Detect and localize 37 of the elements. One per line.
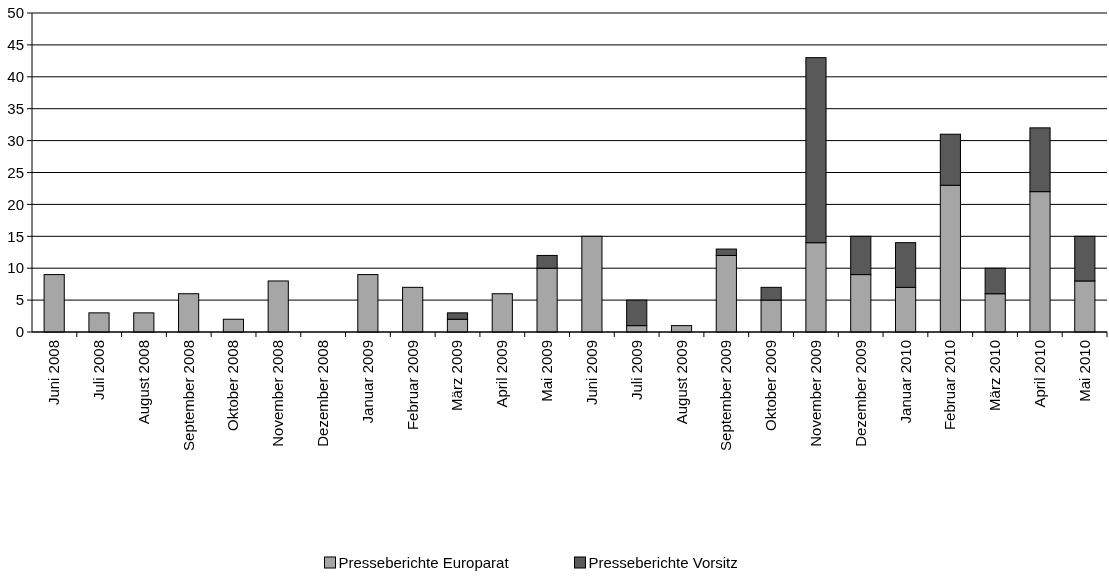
x-tick-label: März 2010 [986, 340, 1004, 411]
x-tick-label: Juli 2008 [89, 340, 107, 401]
y-tick-label: 0 [15, 323, 24, 341]
x-tick-label: September 2008 [179, 340, 197, 451]
x-tick-label: Juni 2008 [45, 340, 63, 406]
y-tick-label: 15 [7, 227, 24, 245]
y-tick-label: 35 [7, 99, 24, 117]
x-tick-label: März 2009 [448, 340, 466, 411]
y-tick-label: 5 [15, 291, 24, 309]
x-tick-label: Januar 2009 [358, 340, 376, 424]
y-tick-label: 45 [7, 36, 24, 54]
x-tick-label: Januar 2010 [896, 340, 914, 424]
x-tick-label: August 2009 [672, 340, 690, 425]
x-tick-label: November 2008 [269, 340, 287, 447]
x-tick-label: Mai 2009 [538, 340, 556, 402]
x-tick-label: Februar 2009 [403, 340, 421, 431]
legend-label: Presseberichte Europarat [338, 554, 510, 572]
x-tick-label: Februar 2010 [941, 340, 959, 431]
x-tick-label: Oktober 2009 [762, 340, 780, 431]
x-tick-label: August 2008 [134, 340, 152, 425]
x-tick-label: Dezember 2008 [314, 340, 332, 447]
y-tick-label: 50 [7, 4, 24, 22]
x-tick-label: Juni 2009 [582, 340, 600, 406]
y-tick-label: 25 [7, 163, 24, 181]
x-tick-label: April 2009 [493, 340, 511, 408]
y-tick-label: 20 [7, 195, 24, 213]
x-tick-label: April 2010 [1031, 340, 1049, 408]
x-tick-label: Oktober 2008 [224, 340, 242, 431]
y-tick-label: 10 [7, 259, 24, 277]
y-tick-label: 40 [7, 68, 24, 86]
legend-label: Presseberichte Vorsitz [588, 554, 738, 572]
x-tick-label: Dezember 2009 [851, 340, 869, 447]
x-tick-label: September 2009 [717, 340, 735, 451]
x-tick-label: Juli 2009 [627, 340, 645, 401]
y-tick-label: 30 [7, 131, 24, 149]
x-tick-label: November 2009 [806, 340, 824, 447]
x-tick-label: Mai 2010 [1075, 340, 1093, 402]
